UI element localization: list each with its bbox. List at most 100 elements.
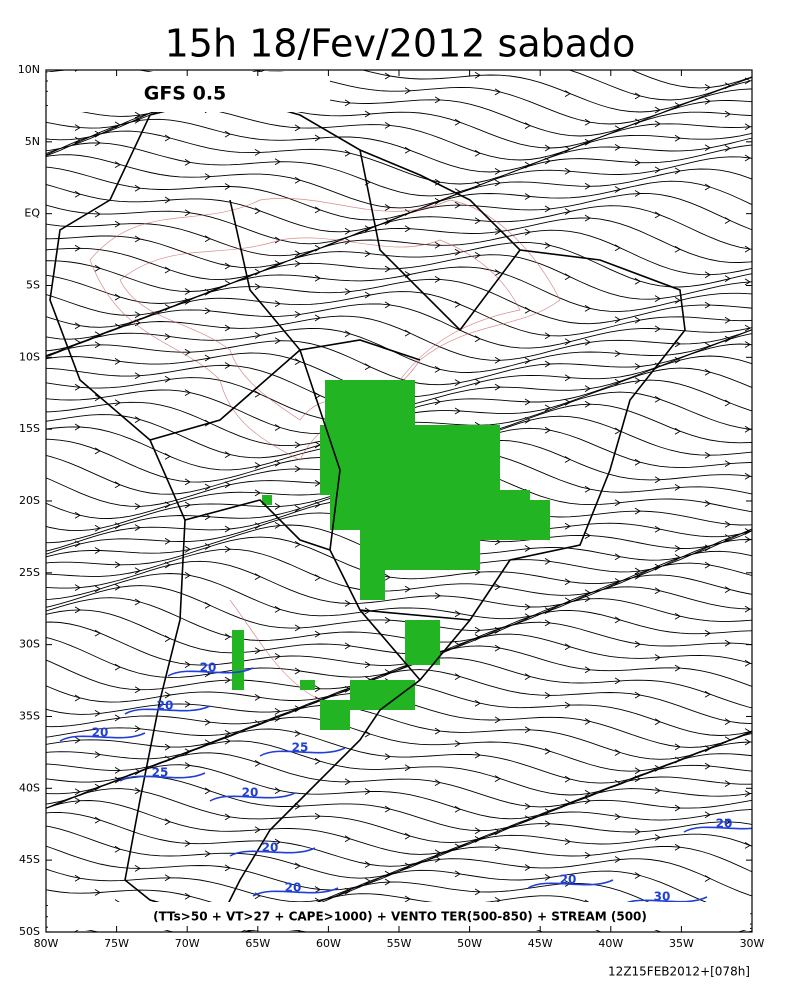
blue-contour xyxy=(119,772,206,782)
stream-arrow xyxy=(164,333,171,340)
stream-arrow xyxy=(674,756,681,764)
stream-arrow xyxy=(454,379,461,386)
stream-arrow xyxy=(254,826,261,834)
stream-arrow xyxy=(544,157,551,165)
lat-label: 45S xyxy=(19,853,40,866)
lat-label: 5N xyxy=(25,135,40,148)
stream-arrow xyxy=(474,335,481,343)
stream-arrow xyxy=(544,332,551,340)
stream-arrow xyxy=(744,842,751,849)
stream-arrow xyxy=(704,811,711,819)
stream-arrow xyxy=(205,941,210,947)
stream-arrow xyxy=(134,111,141,119)
stream-arrow xyxy=(674,297,681,304)
stream-arrow xyxy=(434,366,441,373)
streamline xyxy=(46,166,752,221)
stream-arrow xyxy=(314,812,321,820)
stream-arrow xyxy=(454,118,461,126)
stream-arrow xyxy=(724,639,731,647)
stream-arrow xyxy=(185,951,190,957)
stream-arrow xyxy=(614,749,621,756)
stream-arrow xyxy=(254,647,261,655)
streamline xyxy=(46,154,752,209)
stream-arrow xyxy=(654,211,661,219)
stream-arrow xyxy=(674,484,681,491)
stream-arrow xyxy=(634,159,641,167)
stream-arrow xyxy=(634,316,641,324)
stream-arrow xyxy=(314,501,321,508)
stream-arrow xyxy=(744,154,751,162)
stream-arrow xyxy=(454,740,461,747)
stream-arrow xyxy=(314,757,321,765)
stream-arrow xyxy=(704,368,711,376)
stream-arrow xyxy=(434,276,441,283)
streamline xyxy=(46,560,752,608)
stream-arrow xyxy=(744,659,751,667)
stream-arrow xyxy=(634,767,641,775)
contour-label: 20 xyxy=(200,661,217,675)
stream-arrow xyxy=(274,838,281,846)
stream-arrow xyxy=(294,624,301,632)
stream-arrow xyxy=(474,827,481,835)
red-contours xyxy=(89,198,561,701)
stream-arrow xyxy=(184,478,191,486)
stream-arrow xyxy=(274,459,281,467)
stream-arrow xyxy=(564,374,571,382)
stream-arrow xyxy=(564,643,571,651)
stream-arrow xyxy=(184,892,191,900)
stream-arrow xyxy=(364,110,371,118)
stream-arrow xyxy=(634,567,641,575)
stream-arrow xyxy=(184,661,191,668)
stream-arrow xyxy=(274,337,281,345)
stream-arrow xyxy=(634,775,641,783)
stream-arrow xyxy=(344,887,351,895)
stream-arrow xyxy=(134,725,141,733)
stream-arrow xyxy=(614,244,621,252)
stream-arrow xyxy=(494,269,501,276)
stream-arrow xyxy=(344,778,351,786)
stream-arrow xyxy=(634,190,641,197)
stream-arrow xyxy=(74,694,81,702)
stream-arrow xyxy=(494,228,501,235)
streamline xyxy=(46,858,752,903)
contour-labels: 20 20 20 25 25 20 20 20 20 20 30 xyxy=(59,661,752,906)
model-label: GFS 0.5 xyxy=(144,83,227,105)
stream-arrow xyxy=(584,595,591,603)
stream-arrow xyxy=(94,524,101,532)
stream-arrow xyxy=(184,348,191,356)
stream-arrow xyxy=(384,122,391,129)
stream-arrow xyxy=(454,248,461,256)
stream-arrow xyxy=(294,358,301,365)
stream-arrow xyxy=(564,90,571,97)
stream-arrow xyxy=(544,747,551,755)
lon-label: 60W xyxy=(316,937,341,950)
stream-arrow xyxy=(74,124,81,131)
stream-arrow xyxy=(584,666,591,674)
stream-arrow xyxy=(744,738,751,746)
stream-arrow xyxy=(654,718,661,726)
stream-arrow xyxy=(744,472,751,480)
stream-arrow xyxy=(614,499,621,507)
stream-arrow xyxy=(454,870,461,878)
stream-arrow xyxy=(494,179,501,187)
stream-arrow xyxy=(74,606,81,614)
lat-label: EQ xyxy=(24,207,40,220)
streamline xyxy=(46,229,752,281)
stream-arrow xyxy=(224,525,231,533)
stream-arrow xyxy=(724,736,731,744)
lat-label: 30S xyxy=(19,638,40,651)
stream-arrow xyxy=(674,664,681,672)
stream-arrow xyxy=(454,843,461,851)
stream-arrow xyxy=(524,398,531,406)
stream-arrow xyxy=(114,293,121,301)
stream-arrow xyxy=(404,895,411,903)
stream-arrow xyxy=(544,820,551,828)
stream-arrow xyxy=(364,861,371,868)
stream-arrow xyxy=(74,244,81,252)
stream-arrow xyxy=(294,505,301,512)
streamline xyxy=(46,845,752,891)
lon-label: 35W xyxy=(669,937,694,950)
stream-arrow xyxy=(724,521,731,528)
stream-arrow xyxy=(654,120,661,128)
stream-arrow xyxy=(314,134,321,142)
